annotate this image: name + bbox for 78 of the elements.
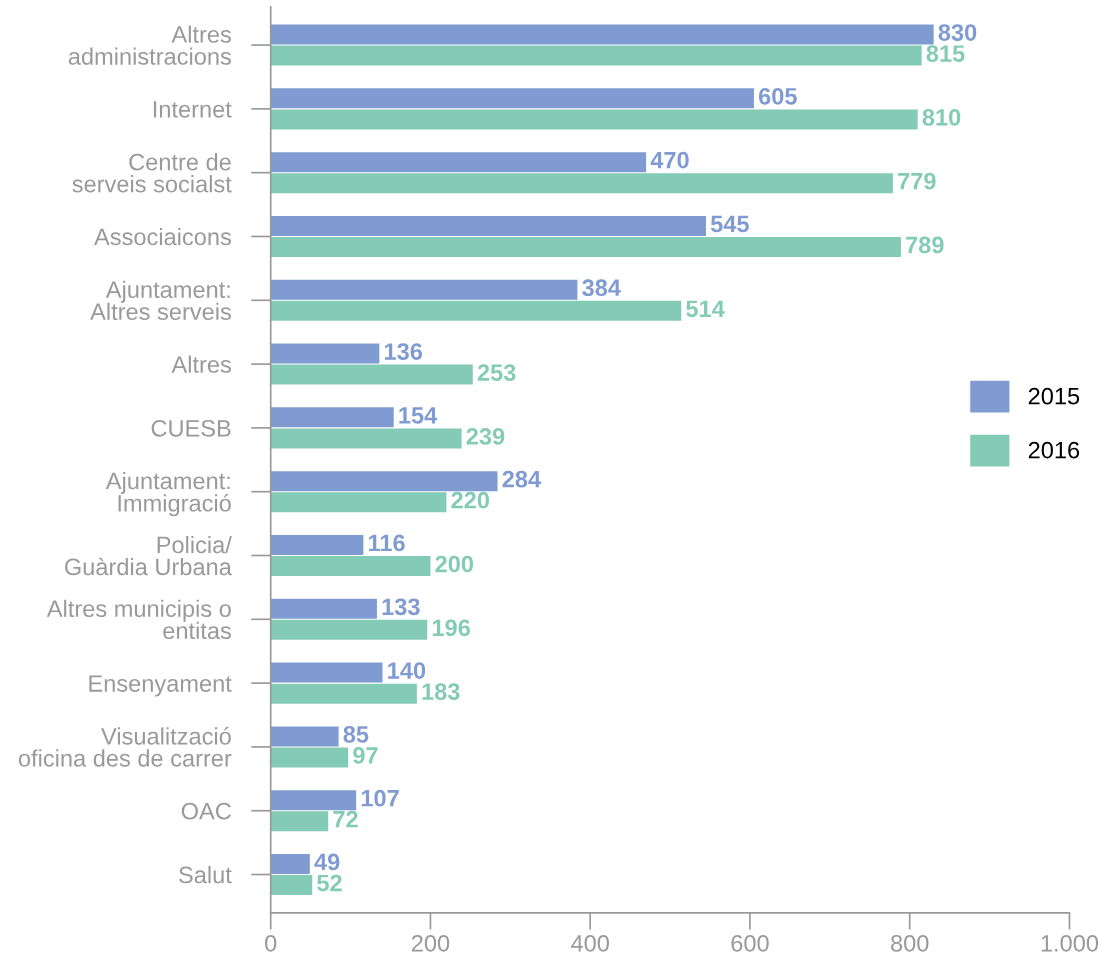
bar [270, 747, 349, 768]
y-tick-label: Ajuntament: Altres serveis [90, 280, 231, 321]
y-tick-label: OAC [181, 802, 231, 820]
bar [270, 726, 339, 747]
y-tick-label: CUESB [151, 419, 231, 437]
y-tick-label: Associaicons [94, 227, 231, 246]
bar [270, 534, 364, 555]
bar [270, 364, 473, 385]
data-label: 52 [317, 874, 342, 892]
data-label: 97 [353, 747, 378, 764]
data-label: 830 [938, 24, 977, 41]
data-label: 116 [369, 534, 405, 552]
data-label: 779 [898, 172, 936, 190]
bar [270, 619, 428, 640]
data-label: 183 [422, 683, 460, 700]
bar [270, 556, 431, 577]
bar [270, 683, 417, 704]
bar [270, 471, 498, 492]
data-label: 107 [361, 789, 399, 807]
data-label: 140 [388, 662, 426, 679]
data-label: 72 [333, 810, 358, 828]
data-label: 239 [466, 428, 505, 445]
legend-label: 2016 [1028, 441, 1080, 459]
data-label: 470 [650, 151, 689, 169]
y-tick-label: Ajuntament: Immigració [105, 471, 231, 517]
bar [270, 853, 310, 874]
bar [270, 662, 383, 683]
data-label: 196 [432, 619, 470, 637]
bar [270, 790, 357, 811]
y-tick-label: Altres municipis o entitas [46, 599, 231, 640]
data-label: 514 [686, 300, 725, 318]
bar [270, 875, 313, 896]
bar [270, 237, 901, 258]
bar [270, 492, 447, 513]
y-tick-label: Ensenyament [89, 675, 232, 697]
x-tick-label: 600 [731, 934, 769, 952]
y-tick-label: Policia/ Guàrdia Urbana [65, 535, 232, 576]
data-label: 789 [906, 236, 944, 254]
bar [270, 598, 377, 619]
bar [270, 811, 329, 832]
x-tick-label: 1.000 [1041, 934, 1099, 952]
x-tick-label: 800 [891, 934, 929, 952]
data-label: 545 [710, 215, 749, 233]
bar [270, 300, 682, 321]
y-tick-label: Salut [179, 865, 232, 884]
data-label: 49 [314, 853, 340, 871]
data-label: 85 [343, 726, 369, 743]
bar [270, 173, 893, 194]
bar [270, 279, 578, 300]
data-label: 384 [582, 279, 621, 297]
x-tick-label: 0 [265, 934, 277, 952]
y-tick-label: Visualització oficina des de carrer [18, 727, 232, 767]
data-label: 154 [399, 407, 438, 424]
y-tick-label: Internet [153, 101, 232, 118]
legend-label: 2015 [1028, 387, 1080, 405]
data-label: 810 [922, 109, 961, 126]
bar [270, 215, 707, 236]
x-tick-label: 200 [411, 934, 450, 952]
bar [270, 24, 934, 45]
data-label: 284 [502, 470, 541, 488]
data-label: 133 [382, 598, 420, 616]
data-label: 200 [435, 555, 474, 573]
y-tick-label: Centre de serveis socialst [72, 153, 232, 193]
x-tick-label: 400 [571, 934, 609, 952]
data-label: 605 [758, 87, 797, 105]
y-tick-label: Altres [171, 355, 231, 373]
data-label: 815 [926, 45, 965, 62]
bar [270, 152, 647, 173]
bar [270, 88, 754, 109]
data-label: 220 [451, 491, 490, 509]
bar [270, 45, 922, 66]
bar [270, 343, 380, 364]
y-tick-label: Altres administracions [68, 25, 231, 65]
bar [270, 109, 918, 130]
data-label: 253 [477, 364, 516, 381]
bar [270, 407, 394, 428]
data-label: 136 [384, 343, 423, 360]
bar [270, 428, 462, 449]
